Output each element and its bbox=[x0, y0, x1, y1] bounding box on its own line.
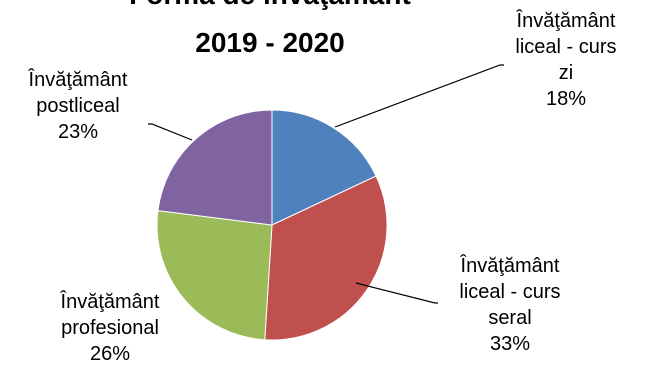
slice-category-label: Învăţământ bbox=[28, 68, 128, 91]
slice-percent-label: 33% bbox=[490, 333, 530, 355]
slice-percent-label: 23% bbox=[58, 121, 98, 143]
leader-line-2 bbox=[355, 282, 438, 304]
slice-category-label: profesional bbox=[61, 317, 159, 339]
chart-title-line1: Forma de învăţământ bbox=[129, 0, 411, 10]
chart-title-line2: 2019 - 2020 bbox=[195, 27, 344, 58]
slice-category-label: Învăţământ bbox=[516, 9, 616, 32]
slice-labels: Învăţământ liceal - curs zi 18% Învăţământ li… bbox=[28, 9, 617, 365]
slice-percent-label: 26% bbox=[90, 343, 130, 365]
slice-category-label: zi bbox=[559, 62, 573, 84]
slice-category-label: Învăţământ bbox=[60, 290, 160, 313]
slice-percent-label: 18% bbox=[546, 88, 586, 110]
pie-slice-1 bbox=[271, 109, 377, 226]
pie-slice-4 bbox=[157, 109, 273, 226]
slice-category-label: Învăţământ bbox=[460, 254, 560, 277]
leader-line-1 bbox=[334, 64, 504, 128]
pie-slice-3 bbox=[156, 210, 273, 341]
slice-category-label: postliceal bbox=[36, 95, 119, 117]
leader-lines bbox=[148, 64, 504, 304]
pie-slices bbox=[156, 109, 388, 341]
leader-line-4 bbox=[148, 123, 193, 141]
slice-category-label: liceal - curs bbox=[459, 281, 560, 303]
pie-slice-2 bbox=[264, 175, 388, 341]
slice-category-label: liceal - curs bbox=[515, 36, 616, 58]
slice-category-label: seral bbox=[488, 307, 531, 329]
